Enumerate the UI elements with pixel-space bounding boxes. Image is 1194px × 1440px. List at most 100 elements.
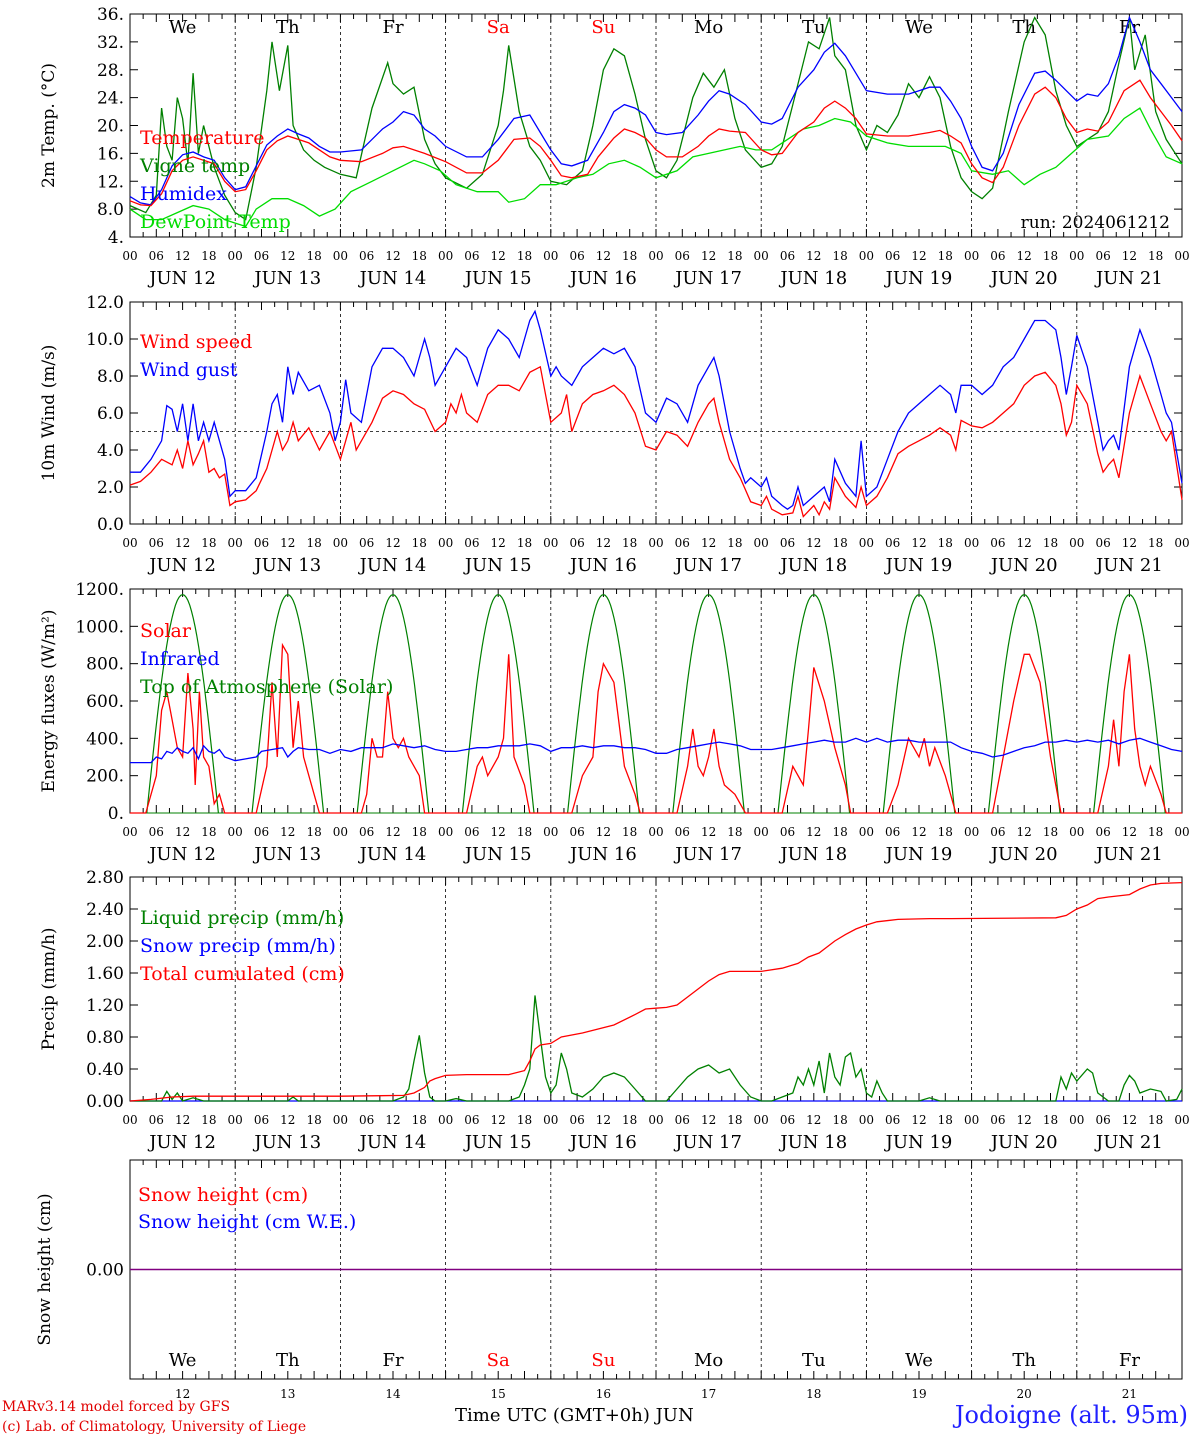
y-tick-label: 1200. — [75, 580, 124, 600]
hour-tick-label: 06 — [569, 249, 584, 263]
date-label: JUN 15 — [463, 1132, 532, 1153]
hour-tick-label: 18 — [1043, 536, 1058, 550]
date-label: JUN 14 — [358, 1132, 427, 1153]
hour-tick-label: 12 — [701, 825, 716, 839]
day-number-label: 16 — [596, 1387, 611, 1401]
hour-tick-label: 00 — [438, 825, 453, 839]
day-number-label: 13 — [280, 1387, 295, 1401]
hour-tick-label: 06 — [1095, 249, 1110, 263]
day-number-label: 20 — [1017, 1387, 1032, 1401]
hour-tick-label: 12 — [491, 536, 506, 550]
hour-tick-label: 06 — [149, 825, 164, 839]
y-tick-label: 32. — [97, 33, 124, 53]
hour-tick-label: 12 — [280, 249, 295, 263]
hour-tick-label: 06 — [780, 536, 795, 550]
y-axis-label: 2m Temp. (°C) — [39, 63, 59, 188]
y-tick-label: 0.80 — [86, 1028, 124, 1048]
hour-tick-label: 00 — [543, 536, 558, 550]
hour-tick-label: 18 — [306, 1113, 321, 1127]
y-tick-label: 16. — [97, 144, 124, 164]
x-axis-title: Time UTC (GMT+0h) JUN — [455, 1405, 694, 1426]
hour-tick-label: 06 — [1095, 1113, 1110, 1127]
hour-tick-label: 06 — [885, 1113, 900, 1127]
hour-tick-label: 18 — [622, 249, 637, 263]
hour-tick-label: 12 — [1017, 1113, 1032, 1127]
date-label: JUN 19 — [884, 268, 953, 289]
y-tick-label: 200. — [86, 767, 124, 787]
y-tick-label: 8.0 — [97, 367, 124, 387]
hour-tick-label: 00 — [228, 1113, 243, 1127]
hour-tick-label: 06 — [990, 1113, 1005, 1127]
panel-4: 0.00 0.40 0.80 1.20 1.60 2.00 2.40 2.80 Precip (… — [39, 868, 1190, 1153]
hour-tick-label: 00 — [438, 536, 453, 550]
date-label: JUN 19 — [884, 844, 953, 865]
series-top-of-atmosphere-solar — [882, 593, 956, 814]
hour-tick-label: 06 — [149, 249, 164, 263]
hour-tick-label: 12 — [175, 825, 190, 839]
hour-tick-label: 18 — [412, 825, 427, 839]
date-label: JUN 13 — [252, 555, 321, 576]
hour-tick-label: 18 — [622, 825, 637, 839]
hour-tick-label: 12 — [596, 1113, 611, 1127]
hour-tick-label: 06 — [464, 249, 479, 263]
panel-5: 0.00 Snow height (cm) Snow height (cm) Snow… — [35, 1159, 1183, 1401]
hour-tick-label: 06 — [780, 825, 795, 839]
hour-tick-label: 18 — [517, 1113, 532, 1127]
hour-tick-label: 18 — [201, 249, 216, 263]
date-label: JUN 21 — [1094, 1132, 1163, 1153]
hour-tick-label: 00 — [1069, 536, 1084, 550]
hour-tick-label: 12 — [491, 249, 506, 263]
date-label: JUN 12 — [147, 1132, 216, 1153]
hour-tick-label: 00 — [333, 1113, 348, 1127]
hour-tick-label: 18 — [938, 1113, 953, 1127]
series-humidex — [129, 15, 1183, 206]
legend-entry: Wind gust — [140, 359, 238, 381]
date-label: JUN 17 — [673, 844, 742, 865]
hour-tick-label: 00 — [1174, 536, 1189, 550]
hour-tick-label: 18 — [201, 536, 216, 550]
hour-tick-label: 06 — [359, 249, 374, 263]
date-label: JUN 20 — [989, 268, 1058, 289]
hour-tick-label: 12 — [1017, 249, 1032, 263]
panel-2: 0.0 2.0 4.0 6.0 8.0 10.0 12.0 10m Wind (m/s) 00 0… — [39, 293, 1190, 576]
hour-tick-label: 00 — [754, 536, 769, 550]
hour-tick-label: 00 — [964, 825, 979, 839]
hour-tick-label: 12 — [596, 536, 611, 550]
series-total-cumulated-cm — [129, 881, 1183, 1102]
hour-tick-label: 12 — [806, 825, 821, 839]
series-infrared — [130, 737, 1183, 764]
hour-tick-label: 06 — [885, 536, 900, 550]
series-dewpoint-temp — [129, 107, 1183, 228]
hour-tick-label: 06 — [569, 825, 584, 839]
hour-tick-label: 00 — [438, 1113, 453, 1127]
date-label: JUN 18 — [778, 268, 847, 289]
hour-tick-label: 00 — [648, 536, 663, 550]
panel-3: 0. 200. 400. 600. 800. 1000. 1200. Energy fluxe… — [39, 580, 1190, 865]
hour-tick-label: 18 — [517, 249, 532, 263]
weekday-label: We — [905, 1350, 933, 1371]
hour-tick-label: 18 — [832, 1113, 847, 1127]
date-label: JUN 13 — [252, 844, 321, 865]
legend-entry: Humidex — [140, 183, 227, 205]
weekday-label: Su — [591, 1350, 615, 1371]
day-number-label: 17 — [701, 1387, 716, 1401]
weekday-label: Mo — [694, 1350, 723, 1371]
hour-tick-label: 00 — [333, 249, 348, 263]
y-tick-label: 2.40 — [86, 900, 124, 920]
legend-entry: DewPoint Temp — [140, 211, 291, 233]
hour-tick-label: 18 — [727, 825, 742, 839]
hour-tick-label: 00 — [543, 825, 558, 839]
y-tick-label: 1.60 — [86, 964, 124, 984]
series-top-of-atmosphere-solar — [146, 593, 219, 814]
hour-tick-label: 06 — [885, 249, 900, 263]
y-tick-label: 400. — [86, 729, 124, 749]
legend-entry: Liquid precip (mm/h) — [140, 907, 344, 929]
series-wind-speed — [129, 365, 1183, 518]
date-label: JUN 14 — [358, 844, 427, 865]
legend-entry: Temperature — [140, 127, 264, 149]
hour-tick-label: 00 — [648, 249, 663, 263]
hour-tick-label: 12 — [385, 249, 400, 263]
hour-tick-label: 12 — [491, 825, 506, 839]
hour-tick-label: 12 — [911, 825, 926, 839]
hour-tick-label: 06 — [1095, 536, 1110, 550]
